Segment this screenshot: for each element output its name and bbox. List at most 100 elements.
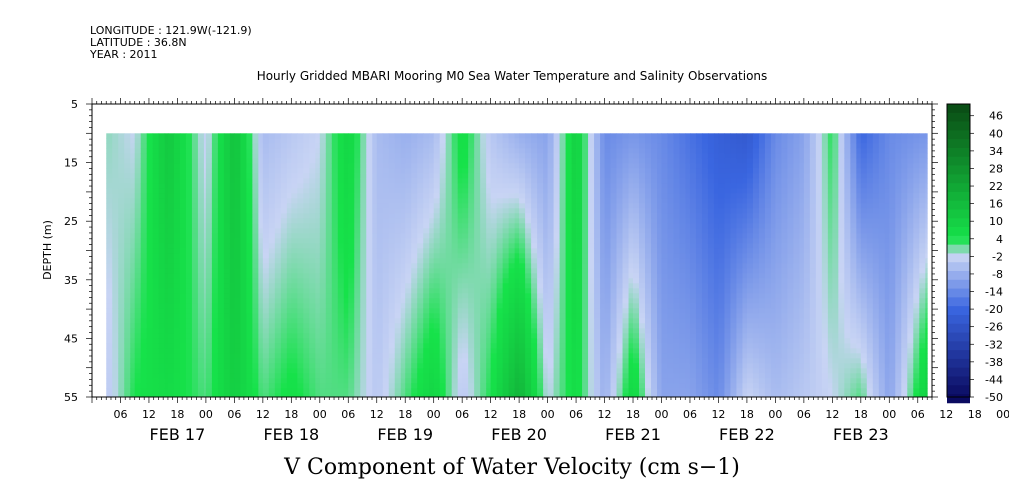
heatmap-cell <box>423 288 430 294</box>
heatmap-cell <box>217 328 225 334</box>
heatmap-cell <box>457 368 463 374</box>
heatmap-cell <box>480 243 487 249</box>
heatmap-cell <box>152 188 160 194</box>
heatmap-cell <box>217 278 225 284</box>
heatmap-cell <box>588 208 595 214</box>
heatmap-cell <box>457 293 463 299</box>
heatmap-cell <box>457 318 463 324</box>
heatmap-cell <box>223 168 231 174</box>
heatmap-cell <box>480 393 487 398</box>
heatmap-cell <box>240 328 247 334</box>
heatmap-cell <box>217 198 225 204</box>
heatmap-cell <box>633 313 640 319</box>
heatmap-cell <box>571 218 577 224</box>
heatmap-cell <box>622 368 629 374</box>
heatmap-cell <box>315 168 321 174</box>
heatmap-cell <box>576 333 583 339</box>
heatmap-cell <box>360 323 367 329</box>
heatmap-cell <box>451 173 459 179</box>
heatmap-cell <box>146 313 154 319</box>
heatmap-cell <box>486 143 492 149</box>
heatmap-cell <box>240 243 247 249</box>
heatmap-cell <box>457 178 463 184</box>
heatmap-cell <box>604 203 611 209</box>
heatmap-cell <box>130 253 136 259</box>
heatmap-cell <box>514 228 520 234</box>
heatmap-cell <box>297 148 304 154</box>
heatmap-cell <box>571 208 577 214</box>
heatmap-cell <box>246 393 253 398</box>
heatmap-cell <box>337 343 345 349</box>
heatmap-cell <box>582 313 589 319</box>
heatmap-cell <box>112 383 119 389</box>
heatmap-cell <box>309 283 316 289</box>
heatmap-cell <box>610 253 617 259</box>
heatmap-cell <box>622 343 629 349</box>
heatmap-cell <box>134 278 142 284</box>
heatmap-cell <box>240 193 247 199</box>
heatmap-cell <box>576 168 583 174</box>
heatmap-cell <box>134 133 142 139</box>
heatmap-cell <box>480 268 487 274</box>
heatmap-cell <box>486 338 492 344</box>
heatmap-cell <box>451 183 459 189</box>
heatmap-cell <box>325 358 333 364</box>
heatmap-cell <box>297 268 304 274</box>
heatmap-cell <box>152 333 160 339</box>
heatmap-cell <box>325 328 333 334</box>
heatmap-cell <box>205 383 213 389</box>
heatmap-cell <box>319 248 327 254</box>
heatmap-cell <box>376 393 384 398</box>
heatmap-cell <box>325 313 333 319</box>
heatmap-cell <box>405 153 412 159</box>
heatmap-cell <box>405 328 412 334</box>
heatmap-cell <box>514 143 520 149</box>
heatmap-cell <box>633 233 640 239</box>
heatmap-cell <box>429 193 435 199</box>
heatmap-cell <box>354 268 361 274</box>
heatmap-cell <box>286 158 292 164</box>
heatmap-cell <box>360 218 367 224</box>
heatmap-cell <box>417 268 424 274</box>
heatmap-cell <box>258 303 264 309</box>
heatmap-cell <box>124 138 131 144</box>
heatmap-cell <box>496 233 504 239</box>
heatmap-cell <box>439 368 447 374</box>
heatmap-cell <box>588 358 595 364</box>
heatmap-cell <box>229 268 235 274</box>
heatmap-cell <box>525 218 532 224</box>
heatmap-cell <box>173 333 181 339</box>
heatmap-cell <box>217 313 225 319</box>
heatmap-cell <box>474 338 481 344</box>
heatmap-cell <box>173 213 181 219</box>
heatmap-cell <box>179 358 187 364</box>
heatmap-cell <box>246 328 253 334</box>
heatmap-cell <box>348 223 355 229</box>
heatmap-cell <box>496 363 504 369</box>
heatmap-cell <box>343 393 349 398</box>
heatmap-cell <box>594 193 601 199</box>
heatmap-cell <box>173 253 181 259</box>
heatmap-cell <box>514 288 520 294</box>
heatmap-cell <box>508 378 516 384</box>
heatmap-cell <box>547 353 554 359</box>
heatmap-cell <box>240 338 247 344</box>
heatmap-cell <box>185 353 193 359</box>
heatmap-cell <box>604 263 611 269</box>
heatmap-cell <box>106 373 113 379</box>
heatmap-cell <box>325 198 333 204</box>
heatmap-cell <box>502 173 510 179</box>
heatmap-cell <box>337 188 345 194</box>
heatmap-cell <box>319 333 327 339</box>
heatmap-cell <box>486 148 492 154</box>
heatmap-cell <box>118 133 125 139</box>
heatmap-cell <box>191 243 199 249</box>
heatmap-cell <box>164 183 169 189</box>
heatmap-cell <box>582 148 589 154</box>
heatmap-cell <box>280 208 288 214</box>
heatmap-cell <box>252 138 259 144</box>
heatmap-cell <box>262 388 270 394</box>
heatmap-cell <box>588 318 595 324</box>
heatmap-cell <box>525 323 532 329</box>
heatmap-cell <box>286 188 292 194</box>
